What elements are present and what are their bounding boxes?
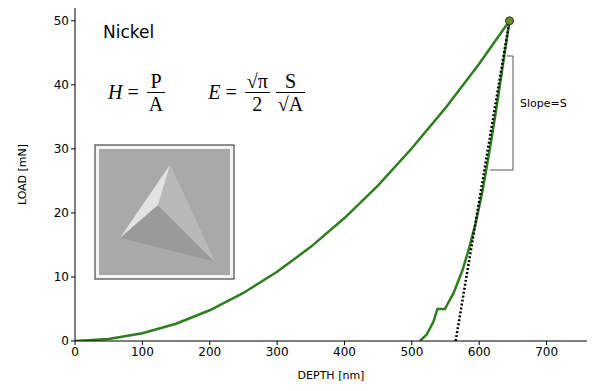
svg-text:300: 300	[266, 345, 289, 359]
svg-text:600: 600	[468, 345, 491, 359]
svg-text:500: 500	[400, 345, 423, 359]
html-text:E =: E =	[208, 81, 237, 103]
html-text:Nickel: Nickel	[103, 22, 155, 42]
svg-text:LOAD [mN]: LOAD [mN]	[16, 144, 29, 205]
svg-text:400: 400	[333, 345, 356, 359]
html-text:A: A	[148, 93, 164, 115]
svg-text:100: 100	[131, 345, 154, 359]
svg-text:10: 10	[54, 270, 69, 284]
html-text:H =: H =	[108, 81, 139, 103]
svg-text:40: 40	[54, 78, 69, 92]
html-text:S: S	[284, 70, 296, 92]
html-text:P: P	[150, 70, 162, 92]
html-text:√π: √π	[246, 70, 268, 92]
svg-text:30: 30	[54, 142, 69, 156]
svg-text:0: 0	[61, 334, 69, 348]
svg-text:200: 200	[198, 345, 221, 359]
html-text:√A: √A	[277, 93, 304, 115]
svg-text:Slope=S: Slope=S	[520, 97, 567, 110]
svg-text:700: 700	[535, 345, 558, 359]
html-text:2: 2	[252, 93, 263, 115]
svg-text:50: 50	[54, 14, 69, 28]
svg-text:DEPTH [nm]: DEPTH [nm]	[298, 369, 365, 382]
svg-text:0: 0	[71, 345, 79, 359]
svg-text:20: 20	[54, 206, 69, 220]
